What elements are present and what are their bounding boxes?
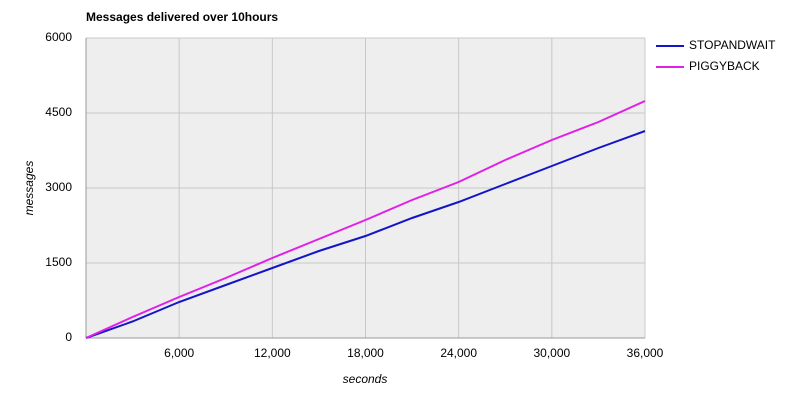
x-tick-label: 18,000 [347,346,384,360]
y-tick-label: 6000 [45,30,72,44]
x-tick-label: 24,000 [440,346,477,360]
y-tick-label: 1500 [45,255,72,269]
y-tick-label: 3000 [45,180,72,194]
y-tick-label: 4500 [45,105,72,119]
series-line [85,130,646,339]
legend-label: PIGGYBACK [689,59,760,73]
series-line [85,100,646,339]
y-axis-label: messages [22,161,36,216]
chart-title: Messages delivered over 10hours [86,10,278,24]
legend-label: STOPANDWAIT [689,38,776,52]
x-axis-label: seconds [343,372,388,386]
x-tick-label: 6,000 [164,346,194,360]
x-tick-label: 30,000 [533,346,570,360]
y-tick-label: 0 [65,330,72,344]
x-tick-label: 36,000 [627,346,664,360]
x-tick-label: 12,000 [254,346,291,360]
